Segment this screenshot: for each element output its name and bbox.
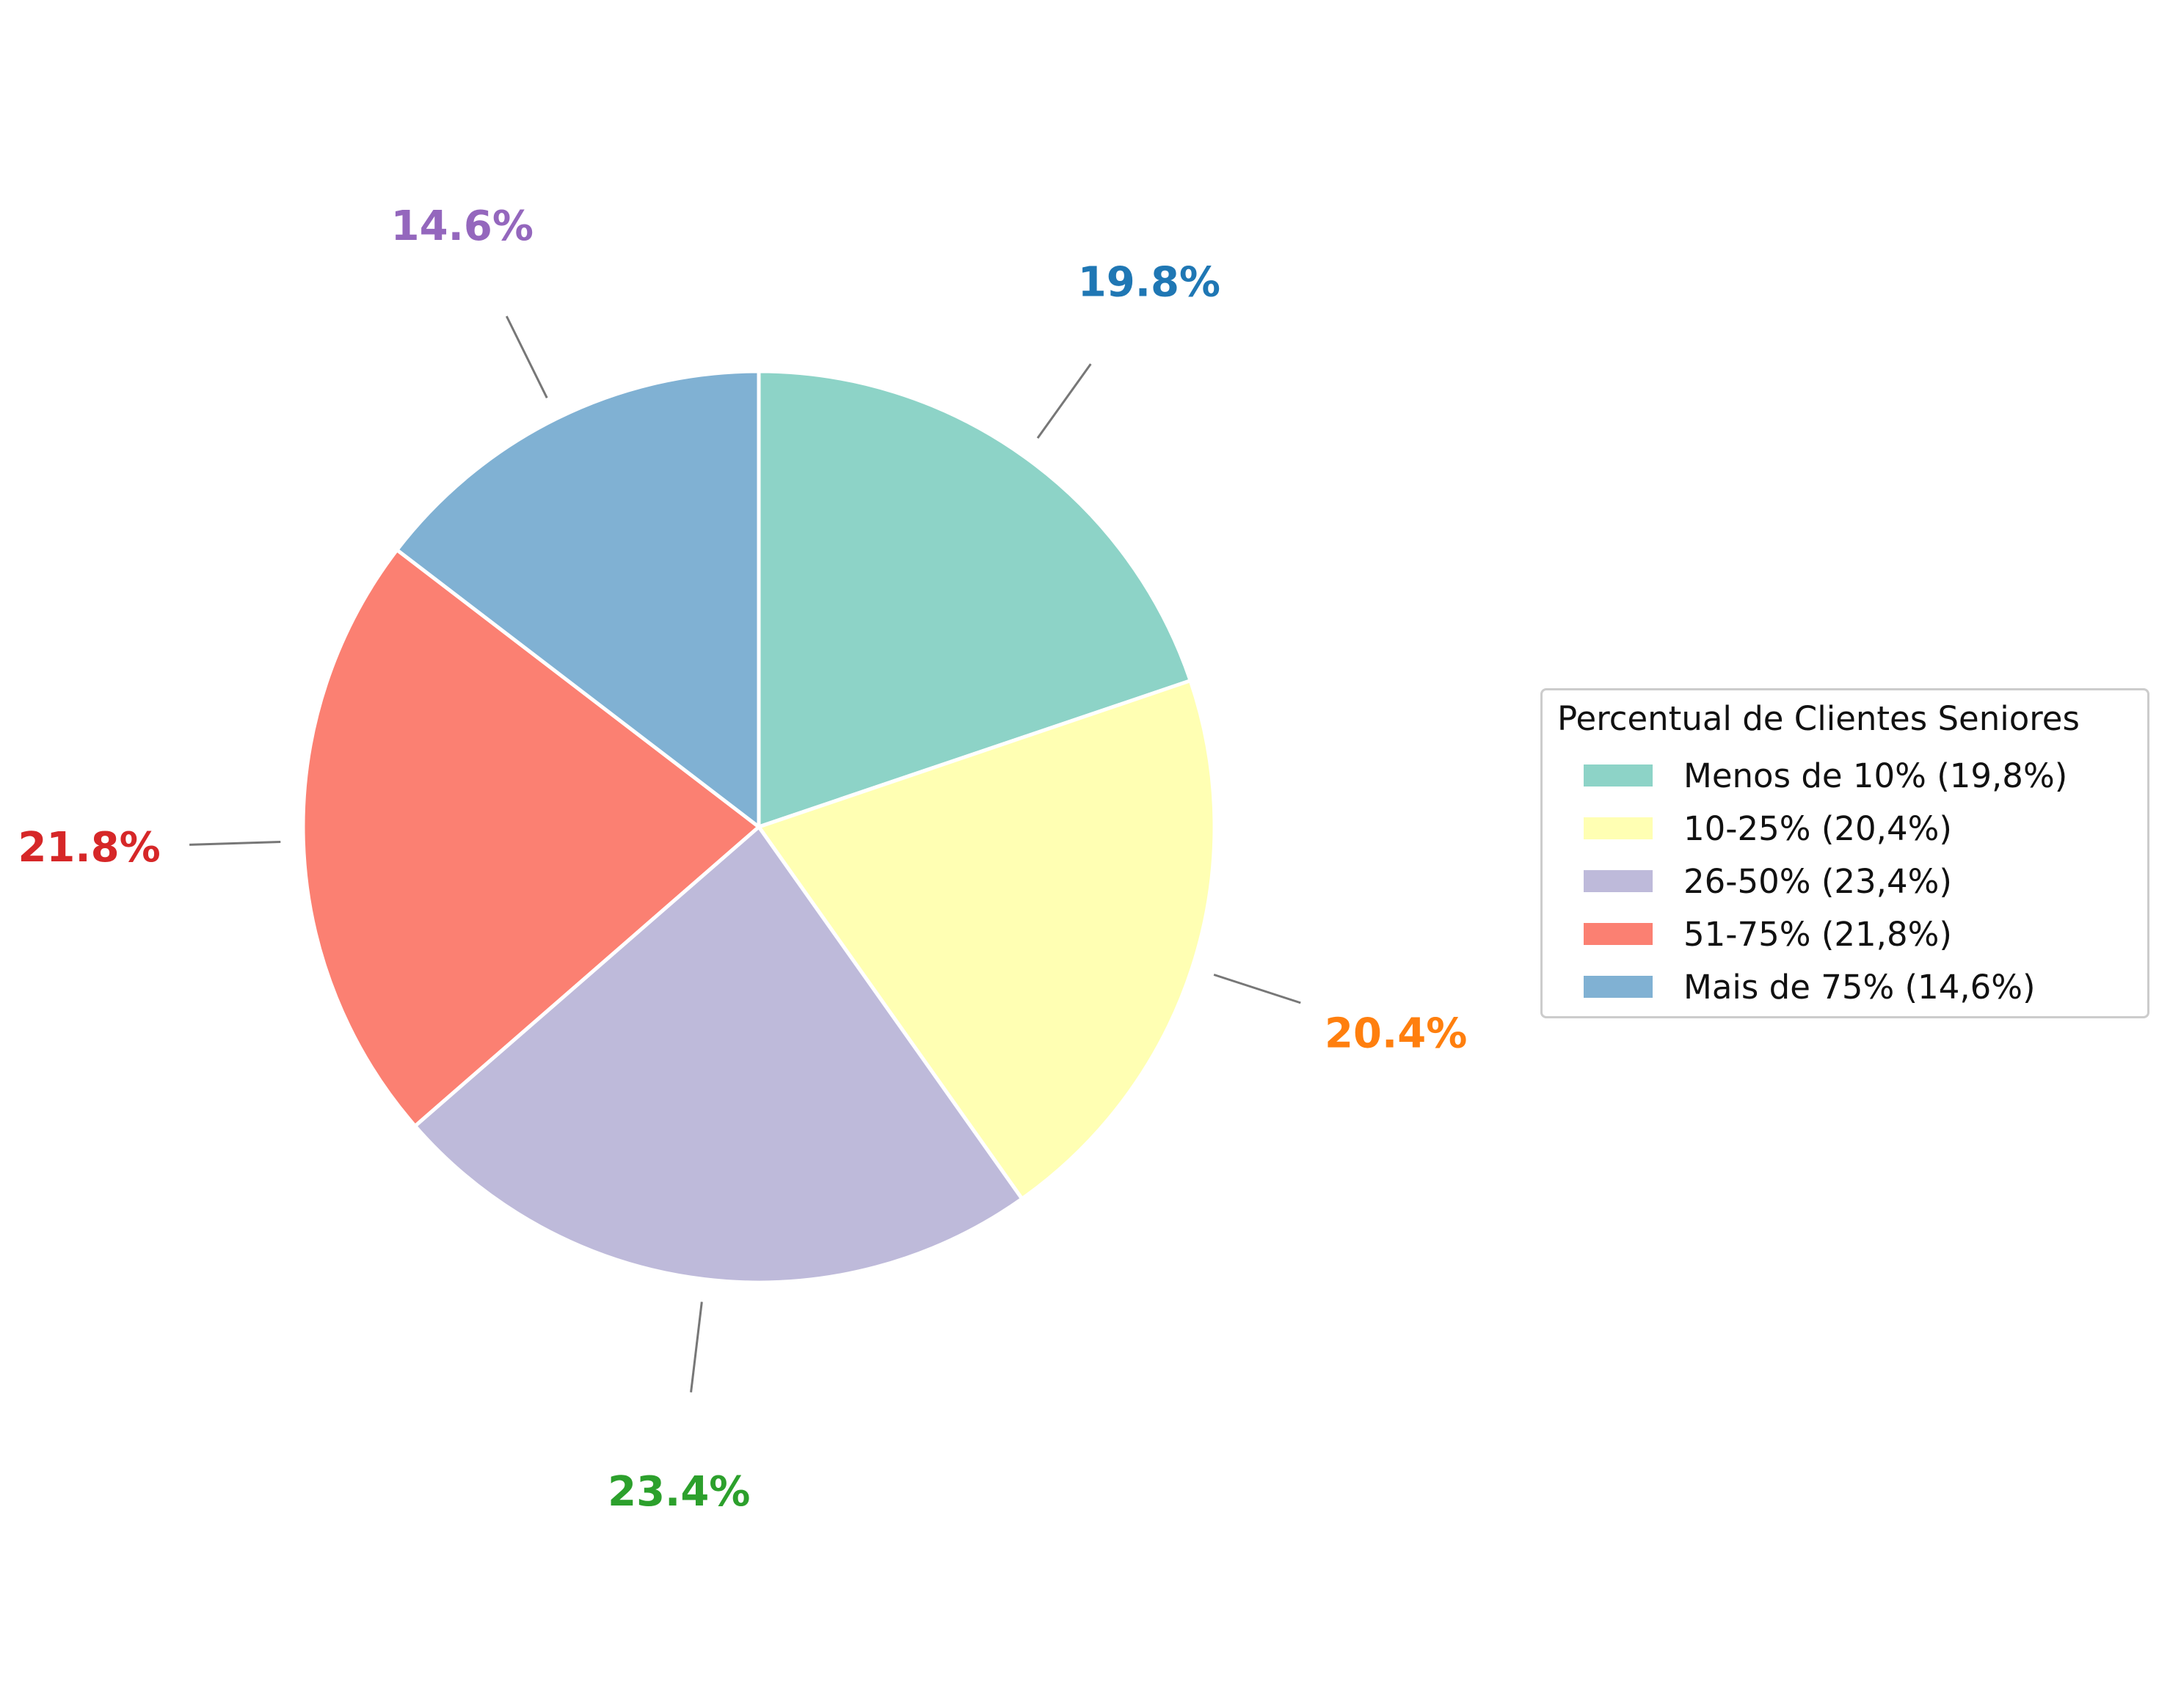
leader-line-26-50 bbox=[690, 1302, 703, 1393]
legend: Percentual de Clientes Seniores Menos de… bbox=[1540, 688, 2149, 1018]
legend-swatch bbox=[1584, 923, 1653, 945]
legend-title: Percentual de Clientes Seniores bbox=[1557, 699, 2080, 738]
leader-line-10-25 bbox=[1213, 974, 1301, 1004]
pie-slice-26-50 bbox=[412, 824, 1025, 1285]
percentage-labels: 19.8% 20.4% 23.4% 21.8% 14.6% bbox=[18, 202, 1467, 1516]
legend-label: 26-50% (23,4%) bbox=[1683, 861, 1952, 901]
legend-swatch bbox=[1584, 817, 1653, 839]
legend-label: Mais de 75% (14,6%) bbox=[1683, 967, 2036, 1007]
legend-swatch bbox=[1584, 870, 1653, 892]
legend-label: 51-75% (21,8%) bbox=[1683, 914, 1952, 954]
pie-slice-51-75 bbox=[301, 547, 762, 1129]
leader-line-mais-de-75 bbox=[505, 315, 548, 399]
legend-label: 10-25% (20,4%) bbox=[1683, 809, 1952, 848]
leader-line-51-75 bbox=[189, 840, 281, 846]
pct-label-menos-de-10: 19.8% bbox=[1078, 259, 1220, 307]
pie-slice-10-25 bbox=[756, 678, 1217, 1202]
legend-swatch bbox=[1584, 976, 1653, 998]
pct-label-26-50: 23.4% bbox=[608, 1468, 750, 1516]
legend-item-26-50: 26-50% (23,4%) bbox=[1584, 855, 1952, 908]
pct-label-mais-de-75: 14.6% bbox=[391, 202, 534, 250]
pct-label-51-75: 21.8% bbox=[18, 824, 160, 872]
legend-item-10-25: 10-25% (20,4%) bbox=[1584, 802, 1952, 855]
pie-slice-menos-de-10 bbox=[757, 369, 1193, 830]
pct-label-10-25: 20.4% bbox=[1325, 1010, 1467, 1058]
legend-item-menos-de-10: Menos de 10% (19,8%) bbox=[1584, 749, 2067, 802]
legend-swatch bbox=[1584, 764, 1653, 787]
legend-item-mais-de-75: Mais de 75% (14,6%) bbox=[1584, 960, 2036, 1013]
legend-item-51-75: 51-75% (21,8%) bbox=[1584, 908, 1952, 960]
legend-label: Menos de 10% (19,8%) bbox=[1683, 756, 2068, 795]
label-leader-lines bbox=[189, 315, 1301, 1393]
leader-line-menos-de-10 bbox=[1036, 363, 1092, 439]
pie-slice-mais-de-75 bbox=[394, 369, 761, 831]
pie-slices bbox=[301, 369, 1217, 1285]
